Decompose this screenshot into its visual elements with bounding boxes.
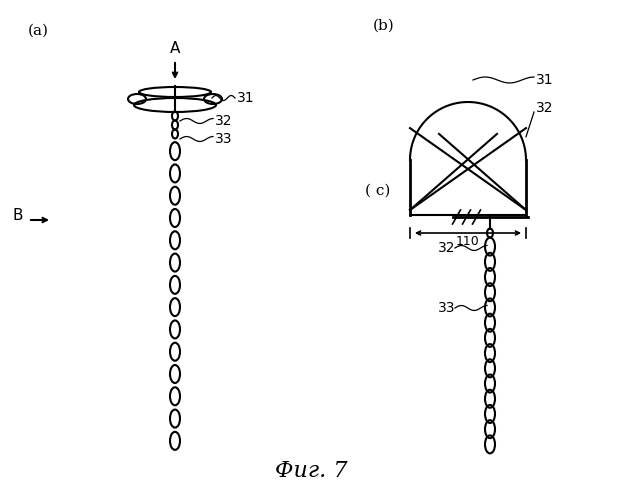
Text: Фиг. 7: Фиг. 7 bbox=[275, 460, 347, 482]
Text: 31: 31 bbox=[237, 91, 255, 105]
Text: 33: 33 bbox=[215, 132, 232, 146]
Text: 33: 33 bbox=[438, 301, 455, 315]
Text: (a): (a) bbox=[28, 24, 49, 38]
Text: A: A bbox=[170, 41, 180, 56]
Text: 31: 31 bbox=[536, 73, 554, 87]
Text: ( c): ( c) bbox=[365, 184, 391, 198]
Text: B: B bbox=[12, 208, 23, 223]
Text: 110: 110 bbox=[456, 235, 480, 248]
Text: 32: 32 bbox=[438, 241, 455, 255]
Text: 32: 32 bbox=[536, 101, 553, 115]
Text: (b): (b) bbox=[373, 19, 395, 33]
Text: 32: 32 bbox=[215, 114, 232, 128]
